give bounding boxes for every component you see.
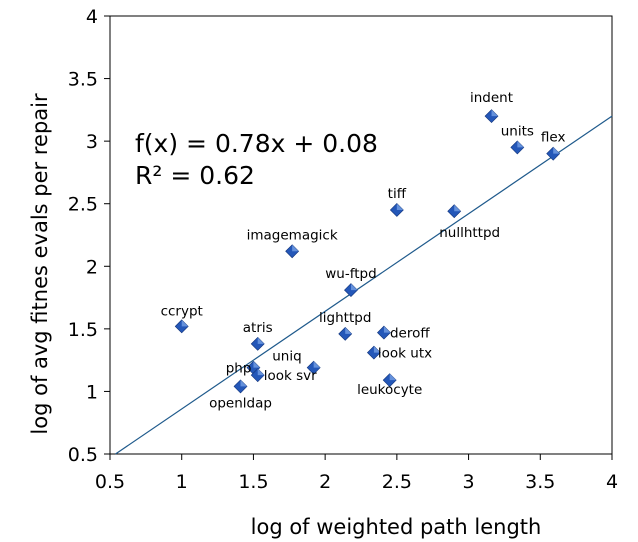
- y-tick-label: 2: [86, 256, 98, 278]
- point-labels: indent units flex tiff nullhttpd imagemagick w…: [161, 90, 566, 411]
- point-label: wu-ftpd: [325, 266, 376, 282]
- x-tick-labels: 0.5 1 1.5 2 2.5 3 3.5 4: [95, 471, 618, 493]
- point-label: nullhttpd: [439, 225, 500, 241]
- x-tick-label: 1.5: [238, 471, 268, 493]
- point-label: openldap: [209, 395, 272, 411]
- y-tick-label: 3: [86, 131, 98, 153]
- point-label: deroff: [390, 326, 430, 342]
- trendline: [115, 115, 613, 455]
- point-label: look utx: [378, 346, 432, 362]
- point-label: tiff: [388, 186, 407, 202]
- point-label: flex: [541, 130, 566, 146]
- data-point-highlight: [389, 373, 397, 381]
- point-label: leukocyte: [357, 382, 422, 398]
- data-point-highlight: [491, 109, 499, 117]
- data-point: [382, 373, 397, 388]
- data-point-highlight: [553, 147, 560, 154]
- x-tick-label: 2.5: [382, 471, 412, 493]
- axes-frame: [104, 15, 613, 460]
- y-tick-label: 2.5: [68, 194, 98, 216]
- y-tick-label: 1: [86, 381, 98, 403]
- data-point-highlight: [454, 204, 461, 212]
- x-tick-label: 2: [319, 471, 331, 493]
- data-point-highlight: [396, 203, 404, 210]
- x-tick-label: 3: [463, 471, 475, 493]
- point-label: imagemagick: [247, 227, 338, 243]
- data-points: [174, 109, 561, 394]
- data-point-highlight: [373, 346, 381, 353]
- point-label: indent: [470, 90, 513, 106]
- x-tick-label: 1: [176, 471, 188, 493]
- x-axis-title: log of weighted path length: [251, 515, 542, 539]
- y-tick-label: 3.5: [68, 69, 98, 91]
- data-point-highlight: [292, 244, 299, 252]
- point-label: look svr: [264, 368, 317, 384]
- data-point-highlight: [345, 327, 352, 334]
- data-point-highlight: [383, 326, 391, 333]
- y-tick-label: 4: [86, 6, 98, 28]
- data-point-highlight: [240, 379, 248, 387]
- point-label: ccrypt: [161, 303, 203, 319]
- y-tick-label: 0.5: [68, 444, 98, 466]
- data-point: [447, 204, 462, 219]
- trendline-layer: [115, 115, 613, 455]
- point-label: units: [501, 123, 534, 139]
- point-label: atris: [243, 320, 273, 336]
- trendline-equation: f(x) = 0.78x + 0.08: [135, 129, 378, 158]
- x-tick-label: 3.5: [525, 471, 555, 493]
- data-point-highlight: [257, 368, 265, 376]
- y-axis-title: log of avg fitnes evals per repair: [28, 93, 52, 435]
- point-label: lighttpd: [319, 310, 371, 326]
- y-tick-label: 1.5: [68, 319, 98, 341]
- trendline-r2: R² = 0.62: [135, 161, 255, 190]
- data-point: [389, 203, 404, 217]
- y-tick-labels: 0.5 1 1.5 2 2.5 3 3.5 4: [68, 6, 98, 466]
- data-point-highlight: [253, 361, 260, 368]
- data-point-highlight: [313, 361, 321, 368]
- data-point-highlight: [517, 140, 524, 148]
- x-tick-label: 0.5: [95, 471, 125, 493]
- x-tick-label: 4: [606, 471, 618, 493]
- data-point-highlight: [181, 319, 189, 327]
- point-label: uniq: [272, 349, 301, 365]
- point-label: php: [226, 361, 252, 377]
- data-point-highlight: [257, 337, 265, 344]
- plot-area-border: [109, 15, 613, 455]
- data-point-highlight: [350, 283, 358, 291]
